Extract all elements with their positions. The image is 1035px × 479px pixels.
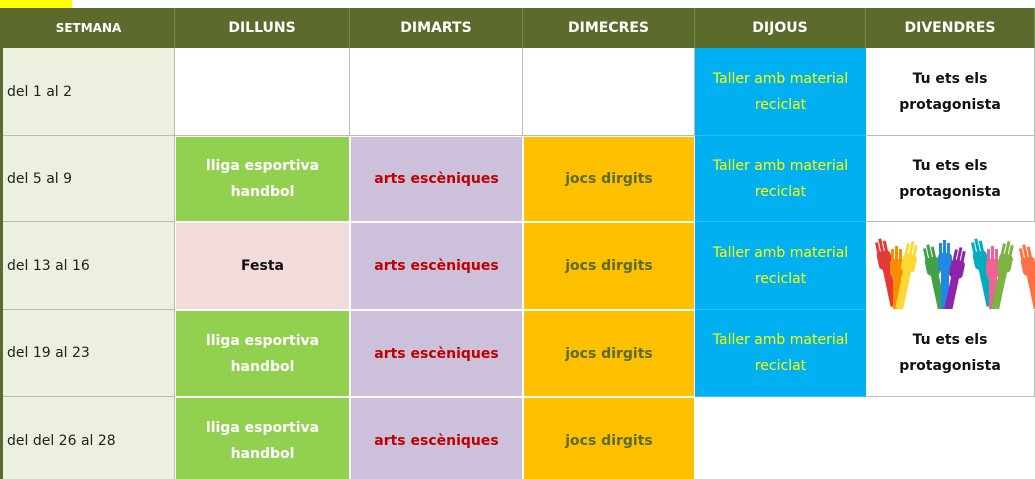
cell-text: Taller amb material reciclat	[712, 332, 849, 374]
activity-cell: lliga esportiva handbol	[175, 310, 350, 397]
cell-text: Festa	[241, 258, 284, 274]
week-cell: del 1 al 2	[3, 48, 175, 136]
activity-cell: Festa	[175, 222, 350, 310]
activity-cell: Taller amb material reciclat	[695, 222, 866, 310]
cell-text: del 5 al 9	[7, 170, 73, 187]
cell-text: Tu ets els protagonista	[899, 332, 1001, 374]
cell-text: lliga esportiva handbol	[205, 420, 320, 462]
cell-text: lliga esportiva handbol	[205, 332, 320, 375]
activity-cell	[350, 48, 523, 136]
cell-text: del 13 al 16	[7, 257, 90, 274]
cell-text: DILLUNS	[228, 20, 296, 36]
activity-cell: Tu ets els protagonista	[866, 310, 1035, 397]
activity-cell: Taller amb material reciclat	[695, 310, 866, 397]
cell-text: del 19 al 23	[7, 345, 90, 361]
activity-cell: jocs dirgits	[523, 222, 695, 310]
week-cell: del del 26 al 28	[3, 397, 175, 479]
cell-text: Taller amb material reciclat	[712, 70, 849, 113]
cell-text: DIMARTS	[400, 20, 472, 36]
column-header: DIJOUS	[695, 8, 866, 48]
activity-cell	[866, 397, 1035, 479]
activity-cell: arts escèniques	[350, 310, 523, 397]
activity-cell: Tu ets els protagonista	[866, 136, 1035, 222]
activity-cell	[523, 48, 695, 136]
column-header: DILLUNS	[175, 8, 350, 48]
cell-text: Tu ets els protagonista	[899, 70, 1001, 113]
activity-cell	[695, 397, 866, 479]
activity-cell: Tu ets els protagonista	[866, 48, 1035, 136]
cell-text: DIVENDRES	[904, 20, 996, 36]
cell-text: jocs dirgits	[565, 258, 653, 274]
hands-image	[874, 238, 1035, 309]
activity-cell: jocs dirgits	[523, 310, 695, 397]
activity-cell: arts escèniques	[350, 397, 523, 479]
cell-text: jocs dirgits	[565, 171, 653, 187]
activity-cell: Taller amb material reciclat	[695, 48, 866, 136]
activity-cell: jocs dirgits	[523, 397, 695, 479]
column-header: DIVENDRES	[866, 8, 1035, 48]
cell-text: arts escèniques	[374, 171, 499, 187]
cell-text: arts escèniques	[374, 258, 499, 274]
cell-text: arts escèniques	[374, 345, 499, 362]
cell-text: Taller amb material reciclat	[712, 244, 849, 287]
cell-text: del 1 al 2	[7, 83, 73, 100]
activity-cell	[175, 48, 350, 136]
cell-text: del del 26 al 28	[7, 432, 116, 449]
cell-text: jocs dirgits	[565, 345, 653, 362]
week-cell: del 13 al 16	[3, 222, 175, 310]
cell-text: arts escèniques	[374, 433, 499, 449]
cell-text: DIMECRES	[567, 20, 650, 36]
week-cell: del 19 al 23	[3, 310, 175, 397]
column-header: DIMARTS	[350, 8, 523, 48]
cell-text: Taller amb material reciclat	[712, 157, 849, 200]
activity-cell: lliga esportiva handbol	[175, 136, 350, 222]
column-header: DIMECRES	[523, 8, 695, 48]
cell-text: lliga esportiva handbol	[205, 158, 320, 200]
activity-cell: arts escèniques	[350, 222, 523, 310]
activity-cell: Taller amb material reciclat	[695, 136, 866, 222]
activity-cell	[866, 222, 1035, 310]
activity-cell: arts escèniques	[350, 136, 523, 222]
yellow-label	[0, 0, 72, 8]
column-header: SETMANA	[3, 8, 175, 48]
week-cell: del 5 al 9	[3, 136, 175, 222]
cell-text: SETMANA	[55, 21, 122, 35]
left-border	[0, 8, 3, 479]
cell-text: jocs dirgits	[565, 433, 653, 449]
cell-text: DIJOUS	[752, 20, 808, 36]
cell-text: Tu ets els protagonista	[899, 157, 1001, 200]
activity-cell: lliga esportiva handbol	[175, 397, 350, 479]
activity-cell: jocs dirgits	[523, 136, 695, 222]
